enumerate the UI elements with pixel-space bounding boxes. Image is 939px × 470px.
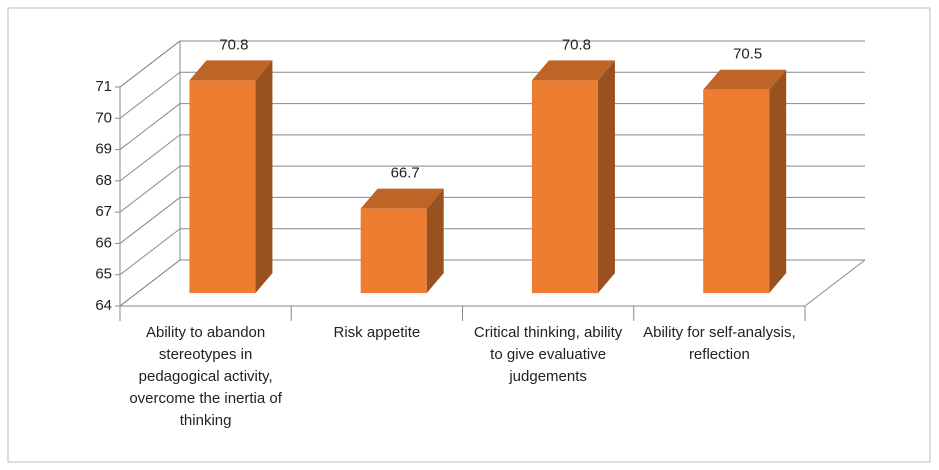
- x-tick-label-box: Ability for self-analysis, reflection: [643, 324, 796, 363]
- grid-line: [119, 197, 181, 244]
- bar-front: [703, 89, 770, 294]
- bar-top: [189, 60, 273, 81]
- x-tick-label-box: Critical thinking, ability to give evalu…: [473, 324, 623, 385]
- y-tick-label: 64: [95, 297, 112, 314]
- floor-right: [804, 259, 866, 307]
- bar-side: [426, 188, 444, 294]
- y-tick-label: 67: [95, 203, 112, 220]
- bar: [703, 69, 787, 294]
- y-tick-label: 70: [95, 109, 112, 126]
- grid-line: [119, 40, 181, 88]
- value-label: 70.5: [733, 46, 762, 63]
- bar: [531, 60, 615, 294]
- bar-side: [597, 60, 615, 294]
- bar-top: [703, 69, 787, 90]
- bar-front: [531, 80, 598, 294]
- value-label: 66.7: [391, 165, 420, 182]
- y-tick-label: 69: [95, 141, 112, 158]
- y-tick-label: 68: [95, 172, 112, 189]
- grid-line: [119, 134, 181, 182]
- x-tick-label: Risk appetite: [333, 324, 421, 341]
- grid-line: [119, 228, 181, 276]
- y-tick-label: 66: [95, 234, 112, 251]
- bar: [360, 188, 444, 294]
- x-tick-label: Ability to abandon stereotypes in pedago…: [129, 324, 282, 429]
- y-tick-label: 65: [95, 266, 112, 283]
- bar-side: [769, 69, 787, 294]
- x-tick-label-box: Risk appetite: [333, 324, 421, 341]
- value-label: 70.8: [219, 36, 248, 53]
- y-tick-label: 71: [95, 78, 112, 95]
- value-label: 70.8: [562, 36, 591, 53]
- grid-line: [119, 259, 181, 307]
- grid-line: [119, 165, 181, 213]
- bar-side: [255, 60, 273, 294]
- grid-line: [119, 103, 181, 150]
- bar-top: [360, 188, 444, 209]
- grid-line: [119, 71, 181, 119]
- bar: [189, 60, 273, 294]
- bar-front: [189, 80, 256, 294]
- bar-top: [531, 60, 615, 81]
- x-tick-label: Critical thinking, ability to give evalu…: [473, 324, 623, 385]
- x-tick-label: Ability for self-analysis, reflection: [643, 324, 796, 363]
- bar-front: [360, 208, 427, 294]
- x-tick-label-box: Ability to abandon stereotypes in pedago…: [129, 324, 282, 429]
